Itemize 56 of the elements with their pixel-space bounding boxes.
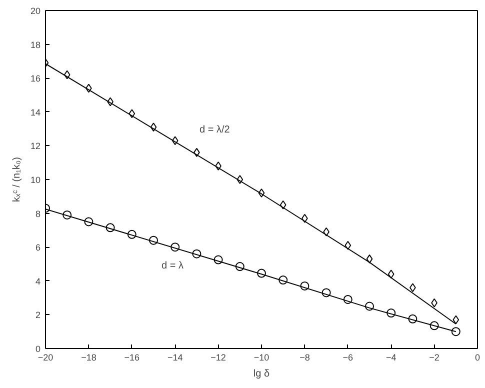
point bbox=[236, 175, 244, 184]
point bbox=[62, 210, 72, 220]
x-tick-label: −18 bbox=[81, 352, 96, 362]
point bbox=[106, 223, 115, 232]
point bbox=[170, 242, 180, 252]
x-axis-title: lg δ bbox=[253, 368, 270, 380]
x-tick-label: −20 bbox=[38, 352, 54, 362]
y-tick-label: 20 bbox=[30, 6, 41, 16]
point bbox=[452, 315, 460, 324]
x-tick-label: −12 bbox=[210, 352, 226, 362]
point bbox=[257, 268, 266, 278]
point bbox=[235, 262, 244, 272]
point bbox=[280, 200, 286, 210]
y-tick-label: 12 bbox=[30, 141, 41, 152]
point bbox=[430, 321, 439, 330]
x-tick-label: −10 bbox=[254, 352, 270, 362]
point bbox=[343, 295, 352, 304]
y-axis-title: kₓᶜ / (n₁k₀) bbox=[11, 157, 22, 202]
x-tick-label: −16 bbox=[124, 352, 140, 362]
point bbox=[300, 281, 310, 290]
point bbox=[150, 122, 157, 132]
x-tick-label: 0 bbox=[474, 352, 480, 362]
y-tick-label: 6 bbox=[35, 242, 41, 253]
point bbox=[344, 240, 352, 250]
x-tick-label: −4 bbox=[386, 352, 396, 362]
y-tick-label: 14 bbox=[30, 107, 41, 118]
point bbox=[127, 230, 136, 239]
annotation: d = λ bbox=[162, 260, 184, 272]
point bbox=[366, 254, 373, 264]
y-tick-label: 10 bbox=[30, 175, 41, 185]
y-tick-label: 0 bbox=[35, 344, 41, 354]
point bbox=[388, 270, 394, 279]
point bbox=[278, 276, 288, 285]
y-tick-label: 18 bbox=[30, 40, 41, 50]
point bbox=[365, 302, 374, 311]
point bbox=[64, 70, 70, 80]
point bbox=[386, 308, 396, 318]
y-tick-label: 8 bbox=[35, 208, 41, 219]
point bbox=[172, 136, 178, 146]
point bbox=[84, 217, 94, 226]
point bbox=[451, 327, 460, 336]
x-tick-label: −2 bbox=[429, 352, 440, 362]
point bbox=[149, 236, 158, 245]
annotation: d = λ/2 bbox=[200, 124, 230, 136]
point bbox=[258, 188, 265, 198]
x-tick-label: −8 bbox=[300, 352, 310, 362]
point bbox=[322, 288, 331, 298]
point bbox=[128, 109, 136, 118]
y-tick-label: 2 bbox=[35, 310, 41, 320]
point bbox=[192, 249, 202, 258]
point bbox=[214, 255, 223, 264]
x-tick-label: −14 bbox=[167, 352, 183, 362]
x-tick-label: −6 bbox=[342, 352, 354, 362]
point bbox=[408, 314, 418, 324]
y-tick-label: 16 bbox=[30, 74, 41, 84]
y-tick-label: 4 bbox=[35, 276, 41, 286]
